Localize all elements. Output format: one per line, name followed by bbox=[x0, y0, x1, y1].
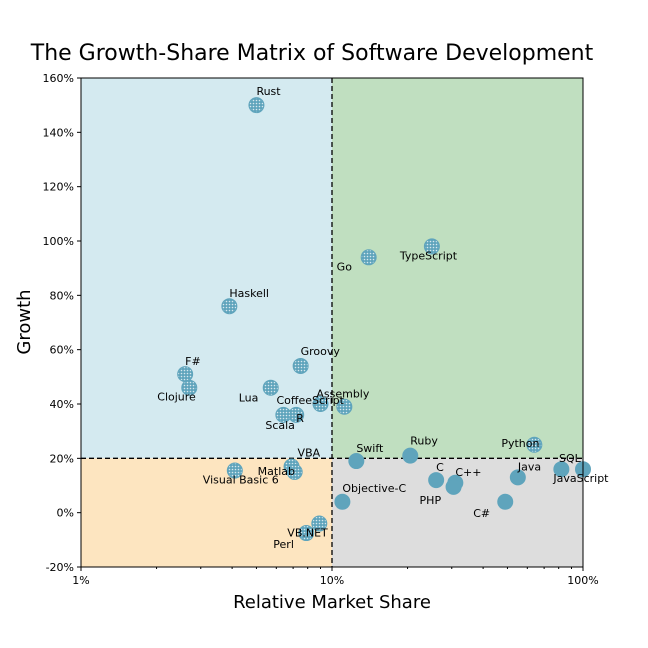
point-f- bbox=[177, 366, 194, 383]
point-label: Rust bbox=[256, 85, 281, 98]
point-label: Java bbox=[517, 460, 541, 473]
point-groovy bbox=[292, 357, 309, 374]
data-points bbox=[177, 97, 591, 542]
point-label: VBA bbox=[298, 446, 321, 459]
point-label: PHP bbox=[420, 494, 442, 507]
point-label: Python bbox=[501, 437, 539, 450]
chart-title: The Growth-Share Matrix of Software Deve… bbox=[30, 41, 594, 66]
y-tick-label: 160% bbox=[43, 72, 74, 85]
point-c- bbox=[497, 493, 514, 510]
point-visual-basic-6 bbox=[226, 462, 243, 479]
quadrant-question-marks bbox=[81, 78, 332, 459]
data-point-labels: Rust TypeScript Go Haskell Groovy F# Clojure Lu… bbox=[157, 85, 609, 551]
quadrant-stars bbox=[332, 78, 583, 459]
point-label: Clojure bbox=[157, 391, 196, 404]
point-label: Scala bbox=[265, 419, 295, 432]
point-label: Haskell bbox=[229, 287, 269, 300]
point-go bbox=[360, 249, 377, 266]
point-label: Swift bbox=[356, 442, 384, 455]
point-objective-c bbox=[334, 493, 351, 510]
point-typescript bbox=[423, 238, 440, 255]
point-haskell bbox=[221, 298, 238, 315]
x-tick-label: 1% bbox=[72, 574, 89, 587]
y-tick-label: 120% bbox=[43, 181, 74, 194]
y-tick-label: 0% bbox=[57, 507, 74, 520]
point-label: JavaScript bbox=[552, 472, 609, 485]
point-vb-net bbox=[311, 515, 328, 532]
point-label: VB.NET bbox=[287, 527, 328, 540]
point-php bbox=[445, 478, 462, 495]
y-axis-ticks: -20% 0% 20% 40% 60% 80% 100% 120% 140% 160% bbox=[43, 72, 81, 574]
point-swift bbox=[348, 453, 365, 470]
point-label: Go bbox=[337, 260, 353, 273]
x-axis-ticks: 1% 10% 100% bbox=[72, 567, 599, 587]
point-javascript bbox=[553, 461, 570, 478]
point-label: R bbox=[296, 412, 304, 425]
point-label: SQL bbox=[559, 452, 582, 465]
point-label: TypeScript bbox=[399, 249, 458, 262]
y-tick-label: -20% bbox=[46, 561, 74, 574]
point-label: Ruby bbox=[410, 435, 438, 448]
y-tick-label: 140% bbox=[43, 126, 74, 139]
y-tick-label: 80% bbox=[50, 289, 74, 302]
x-tick-label: 100% bbox=[567, 574, 598, 587]
quadrant-divider-lines bbox=[81, 78, 583, 567]
point-label: Lua bbox=[239, 392, 259, 405]
point-rust bbox=[248, 97, 265, 114]
point-coffeescript bbox=[312, 396, 329, 412]
y-tick-label: 60% bbox=[50, 344, 74, 357]
y-tick-label: 100% bbox=[43, 235, 74, 248]
point-lua bbox=[262, 379, 279, 396]
point-label: C# bbox=[473, 507, 490, 520]
point-scala bbox=[275, 406, 292, 423]
point-label: Matlab bbox=[258, 465, 295, 478]
point-label: Objective-C bbox=[342, 482, 406, 495]
point-c bbox=[428, 472, 445, 489]
point-label: Visual Basic 6 bbox=[203, 474, 279, 487]
point-assembly bbox=[336, 398, 353, 415]
point-matlab bbox=[286, 463, 303, 480]
x-axis-label: Relative Market Share bbox=[233, 592, 431, 613]
point-ruby bbox=[402, 447, 419, 464]
y-tick-label: 20% bbox=[50, 452, 74, 465]
point-label: CoffeeScript bbox=[277, 394, 345, 407]
x-tick-label: 10% bbox=[320, 574, 344, 587]
point-perl bbox=[298, 525, 315, 542]
point-python bbox=[526, 436, 543, 453]
y-axis-label: Growth bbox=[14, 289, 35, 354]
point-label: F# bbox=[185, 355, 201, 368]
point-label: C bbox=[436, 461, 444, 474]
point-java bbox=[509, 469, 526, 486]
y-tick-label: 40% bbox=[50, 398, 74, 411]
point-label: Assembly bbox=[316, 388, 370, 401]
point-clojure bbox=[181, 379, 198, 396]
point-label: Groovy bbox=[301, 345, 341, 358]
point-label: Perl bbox=[273, 538, 294, 551]
point-label: C++ bbox=[455, 466, 481, 479]
